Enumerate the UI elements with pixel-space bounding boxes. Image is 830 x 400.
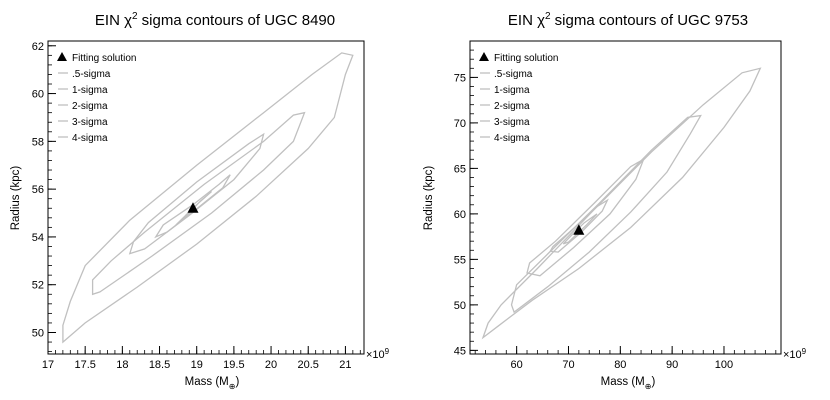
legend-label: 4-sigma (72, 133, 108, 144)
legend-label: .5-sigma (72, 69, 111, 80)
y-tick-label: 65 (454, 163, 466, 175)
x-axis-label: Mass (M⊕) (185, 376, 240, 391)
y-axis-label: Radius (kpc) (423, 166, 435, 231)
legend-label: 2-sigma (494, 101, 530, 112)
plot-frame (47, 40, 365, 355)
x-tick-label: 18.5 (149, 359, 170, 371)
plot-frame (469, 40, 782, 355)
x-multiplier: ×109 (783, 347, 807, 361)
y-axis-ticks: 50 52 54 56 58 60 62 (32, 41, 56, 353)
y-tick-label: 70 (454, 118, 466, 130)
y-tick-label: 60 (454, 209, 466, 221)
y-tick-label: 55 (454, 254, 466, 266)
fitting-solution-marker (187, 202, 199, 213)
contour-half5-sigma (562, 213, 598, 245)
x-tick-label: 100 (715, 359, 733, 371)
x-tick-label: 17.5 (74, 359, 95, 371)
contour-4-sigma (481, 67, 762, 340)
legend-label: 1-sigma (72, 85, 108, 96)
legend: Fitting solution .5-sigma 1-sigma 2-sigma 3-… (479, 52, 558, 144)
x-tick-label: 19 (191, 359, 203, 371)
x-tick-label: 80 (614, 359, 626, 371)
y-axis-label: Radius (kpc) (10, 166, 22, 231)
x-tick-label: 19.5 (223, 359, 244, 371)
x-tick-label: 20 (265, 359, 277, 371)
x-axis-ticks: 17 17.5 18 18.5 19 19.5 20 20.5 21 (42, 346, 361, 371)
y-tick-label: 58 (32, 136, 44, 148)
legend-label: 4-sigma (494, 133, 530, 144)
y-tick-label: 62 (32, 41, 44, 53)
legend-label: 3-sigma (494, 117, 530, 128)
y-tick-label: 60 (32, 89, 44, 101)
y-tick-label: 75 (454, 72, 466, 84)
y-tick-label: 50 (454, 300, 466, 312)
legend-label: 1-sigma (494, 85, 530, 96)
y-tick-label: 45 (454, 345, 466, 357)
y-tick-label: 56 (32, 184, 44, 196)
contour-3-sigma (91, 111, 306, 296)
legend-label-fitting-solution: Fitting solution (72, 53, 136, 64)
contour-2-sigma (526, 157, 645, 277)
legend-label: 3-sigma (72, 117, 108, 128)
chart-title: EIN χ2 sigma contours of UGC 8490 (95, 11, 335, 29)
x-multiplier: ×109 (366, 347, 390, 361)
x-tick-label: 18 (116, 359, 128, 371)
legend-label: 2-sigma (72, 101, 108, 112)
chart-ugc-9753: EIN χ2 sigma contours of UGC 9753 60 70 80… (423, 11, 807, 391)
legend-marker-icon (479, 52, 489, 61)
chart-ugc-8490: EIN χ2 sigma contours of UGC 8490 17 17.5… (10, 11, 390, 391)
x-tick-label: 21 (339, 359, 351, 371)
x-tick-label: 60 (511, 359, 523, 371)
x-axis-ticks: 60 70 80 90 100 (474, 346, 777, 371)
fitting-solution-marker (573, 224, 585, 235)
y-tick-label: 52 (32, 280, 44, 292)
contour-group (481, 67, 762, 340)
legend-label: .5-sigma (494, 69, 533, 80)
y-tick-label: 54 (32, 232, 44, 244)
x-tick-label: 90 (666, 359, 678, 371)
legend: Fitting solution .5-sigma 1-sigma 2-sigma 3-… (57, 52, 136, 144)
contour-3-sigma (510, 114, 702, 314)
y-tick-label: 50 (32, 327, 44, 339)
legend-label-fitting-solution: Fitting solution (494, 53, 558, 64)
x-tick-label: 20.5 (298, 359, 319, 371)
chart-title: EIN χ2 sigma contours of UGC 9753 (508, 11, 748, 29)
contour-2-sigma (128, 132, 265, 255)
x-tick-label: 70 (562, 359, 574, 371)
x-tick-label: 17 (42, 359, 54, 371)
contour-4-sigma (62, 52, 354, 344)
legend-marker-icon (57, 52, 67, 61)
contour-group (62, 52, 354, 344)
y-axis-ticks: 45 50 55 60 65 70 75 (454, 40, 478, 357)
x-axis-label: Mass (M⊕) (601, 376, 656, 391)
